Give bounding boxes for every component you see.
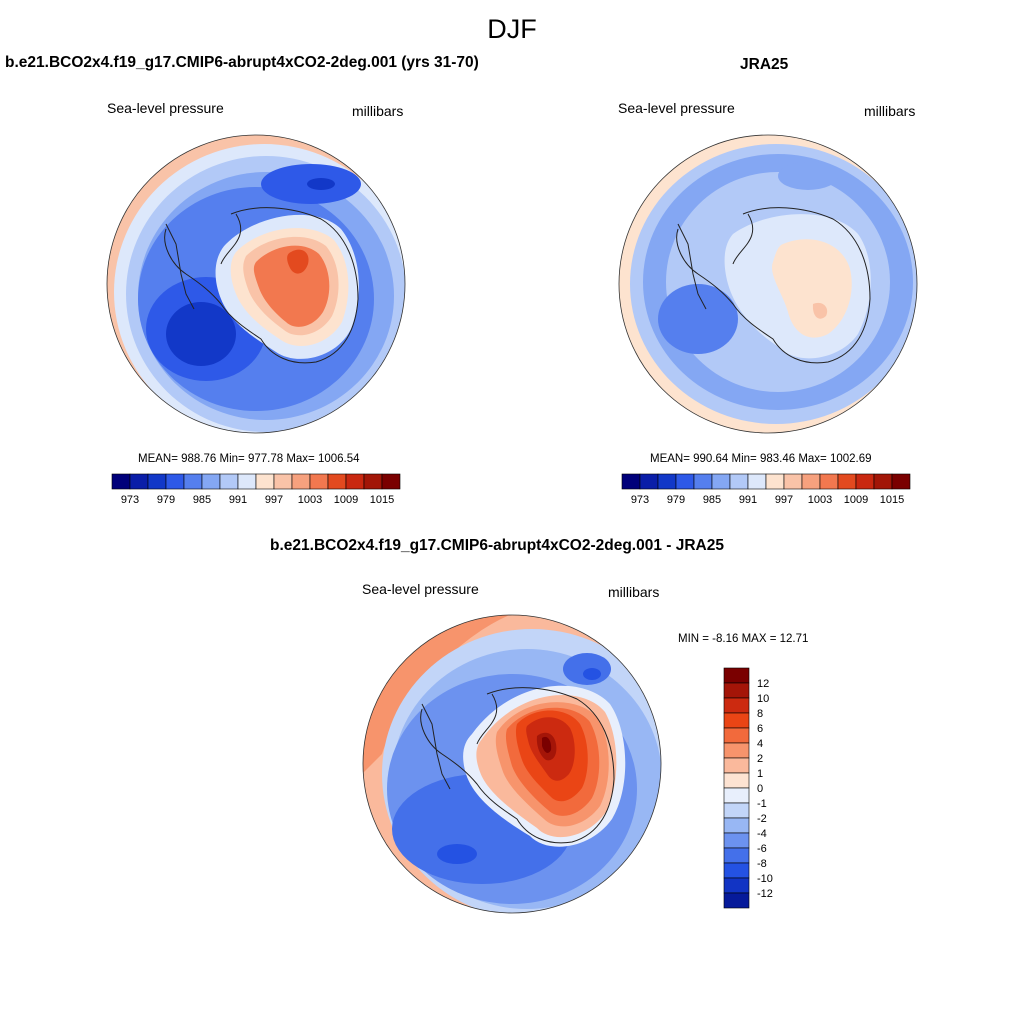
- diff-colorbar-box: [723, 877, 750, 894]
- diff-colorbar-box: [723, 667, 750, 684]
- diff-colorbar-box: [723, 742, 750, 759]
- obs-colorbar-box: [819, 473, 839, 490]
- diff-colorbar-box: [723, 697, 750, 714]
- model-colorbar-box: [345, 473, 365, 490]
- diff-colorbar-box: [723, 682, 750, 699]
- obs-colorbar-box: [765, 473, 785, 490]
- model-colorbar-tick-label: 985: [193, 494, 211, 506]
- diff-colorbar-box: [723, 892, 750, 909]
- figure-title: DJF: [487, 14, 537, 44]
- obs-colorbar-box: [693, 473, 713, 490]
- obs-colorbar-box: [711, 473, 731, 490]
- diff-colorbar-tick-label: 6: [757, 723, 763, 735]
- obs-polar-map: [618, 134, 918, 434]
- model-colorbar: 973 979 985 991 997 1003 1009 1015: [111, 473, 401, 506]
- model-colorbar-tick-label: 997: [265, 494, 283, 506]
- diff-colorbar-box: [723, 787, 750, 804]
- obs-colorbar-box: [657, 473, 677, 490]
- obs-colorbar-box: [855, 473, 875, 490]
- diff-panel-title: b.e21.BCO2x4.f19_g17.CMIP6-abrupt4xCO2-2…: [270, 537, 724, 554]
- model-colorbar-tick-label: 973: [121, 494, 139, 506]
- obs-stats: MEAN= 990.64 Min= 983.46 Max= 1002.69: [650, 453, 872, 465]
- obs-colorbar-box: [747, 473, 767, 490]
- obs-colorbar-box: [837, 473, 857, 490]
- model-colorbar-box: [327, 473, 347, 490]
- diff-colorbar-box: [723, 832, 750, 849]
- model-colorbar-box: [273, 473, 293, 490]
- diff-colorbar-tick-label: 10: [757, 693, 769, 705]
- obs-colorbar-box: [639, 473, 659, 490]
- obs-colorbar-box: [729, 473, 749, 490]
- diff-colorbar-tick-label: 4: [757, 738, 763, 750]
- diff-stats: MIN = -8.16 MAX = 12.71: [678, 633, 809, 645]
- model-colorbar-box: [111, 473, 131, 490]
- obs-colorbar-box: [801, 473, 821, 490]
- diff-colorbar-box: [723, 862, 750, 879]
- model-units-label: millibars: [352, 103, 404, 119]
- diff-colorbar-tick-label: -8: [757, 858, 767, 870]
- model-colorbar-box: [129, 473, 149, 490]
- obs-colorbar-tick-label: 1003: [808, 494, 832, 506]
- model-colorbar-box: [291, 473, 311, 490]
- model-colorbar-box: [183, 473, 203, 490]
- obs-colorbar: 973 979 985 991 997 1003 1009 1015: [621, 473, 911, 506]
- diff-colorbar-tick-label: -2: [757, 813, 767, 825]
- diff-colorbar-tick-label: 1: [757, 768, 763, 780]
- obs-colorbar-box: [783, 473, 803, 490]
- model-colorbar-box: [165, 473, 185, 490]
- model-colorbar-box: [255, 473, 275, 490]
- diff-polar-map: [362, 614, 662, 914]
- model-colorbar-box: [201, 473, 221, 490]
- obs-panel-title: JRA25: [740, 56, 789, 73]
- model-colorbar-tick-label: 1015: [370, 494, 394, 506]
- diff-colorbar-tick-label: -6: [757, 843, 767, 855]
- diff-colorbar-box: [723, 817, 750, 834]
- diff-variable-label: Sea-level pressure: [362, 581, 479, 597]
- model-colorbar-box: [363, 473, 383, 490]
- diff-colorbar-box: [723, 727, 750, 744]
- diff-colorbar-box: [723, 847, 750, 864]
- obs-colorbar-box: [891, 473, 911, 490]
- diff-colorbar-tick-label: -12: [757, 888, 773, 900]
- diff-colorbar-box: [723, 802, 750, 819]
- diff-colorbar-box: [723, 712, 750, 729]
- model-colorbar-tick-label: 1009: [334, 494, 358, 506]
- diff-colorbar-box: [723, 772, 750, 789]
- obs-variable-label: Sea-level pressure: [618, 100, 735, 116]
- diff-colorbar-tick-label: 8: [757, 708, 763, 720]
- model-polar-map: [106, 134, 406, 434]
- diff-colorbar-tick-label: -10: [757, 873, 773, 885]
- obs-colorbar-tick-label: 979: [667, 494, 685, 506]
- obs-colorbar-tick-label: 973: [631, 494, 649, 506]
- model-colorbar-box: [381, 473, 401, 490]
- obs-colorbar-box: [873, 473, 893, 490]
- model-colorbar-tick-label: 991: [229, 494, 247, 506]
- obs-units-label: millibars: [864, 103, 916, 119]
- obs-colorbar-box: [621, 473, 641, 490]
- diff-colorbar-box: [723, 757, 750, 774]
- diff-colorbar-tick-label: -4: [757, 828, 767, 840]
- model-stats: MEAN= 988.76 Min= 977.78 Max= 1006.54: [138, 453, 360, 465]
- model-colorbar-tick-label: 1003: [298, 494, 322, 506]
- diff-colorbar-tick-label: 0: [757, 783, 763, 795]
- model-colorbar-box: [309, 473, 329, 490]
- obs-colorbar-tick-label: 997: [775, 494, 793, 506]
- diff-colorbar-tick-label: -1: [757, 798, 767, 810]
- model-colorbar-box: [147, 473, 167, 490]
- model-panel-title: b.e21.BCO2x4.f19_g17.CMIP6-abrupt4xCO2-2…: [5, 54, 479, 71]
- obs-colorbar-tick-label: 985: [703, 494, 721, 506]
- model-colorbar-box: [237, 473, 257, 490]
- obs-colorbar-tick-label: 1015: [880, 494, 904, 506]
- diff-colorbar-tick-label: 12: [757, 678, 769, 690]
- diff-colorbar-tick-label: 2: [757, 753, 763, 765]
- obs-colorbar-box: [675, 473, 695, 490]
- diff-units-label: millibars: [608, 584, 660, 600]
- model-variable-label: Sea-level pressure: [107, 100, 224, 116]
- obs-colorbar-tick-label: 1009: [844, 494, 868, 506]
- model-colorbar-box: [219, 473, 239, 490]
- model-colorbar-tick-label: 979: [157, 494, 175, 506]
- obs-colorbar-tick-label: 991: [739, 494, 757, 506]
